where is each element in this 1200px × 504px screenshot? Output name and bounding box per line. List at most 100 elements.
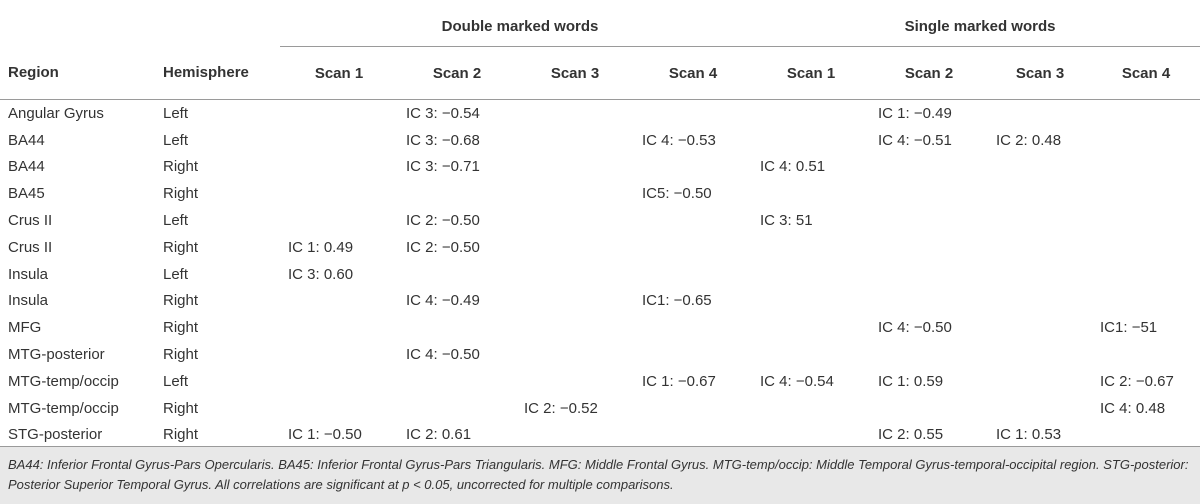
column-header-region: Region xyxy=(0,46,155,100)
table-cell: MTG-temp/occip xyxy=(8,372,119,390)
table-cell xyxy=(1092,261,1200,288)
table-cell xyxy=(516,261,634,288)
table-cell xyxy=(988,180,1092,207)
table-cell: Left xyxy=(163,265,189,283)
table-cell: Crus II xyxy=(8,238,53,256)
table-cell xyxy=(280,368,398,395)
table-cell: IC 2: 0.61 xyxy=(406,426,472,444)
table-cell xyxy=(752,314,870,341)
table-cell: IC 4: −0.49 xyxy=(406,292,480,310)
table-cell xyxy=(280,314,398,341)
table-cell: IC 1: −0.67 xyxy=(642,372,716,390)
table-row: Crus II Left IC 2: −0.50 IC 3: 51 xyxy=(0,207,1200,234)
table-cell: IC 1: 0.59 xyxy=(878,372,944,390)
table-cell xyxy=(398,180,516,207)
table-cell: IC 3: 51 xyxy=(760,212,813,230)
table-cell xyxy=(398,395,516,422)
table-cell: IC 3: −0.71 xyxy=(406,158,480,176)
table-cell: Right xyxy=(163,399,199,417)
table-row: MTG-temp/occip Left IC 1: −0.67 IC 4: −0.54… xyxy=(0,368,1200,395)
table-cell: Right xyxy=(163,292,199,310)
table-cell xyxy=(280,395,398,422)
table-cell xyxy=(988,395,1092,422)
table-cell xyxy=(280,288,398,315)
table-cell xyxy=(752,100,870,127)
column-header-single-scan-2: Scan 2 xyxy=(870,46,989,100)
table-cell xyxy=(634,422,752,449)
table-cell xyxy=(516,180,634,207)
table-cell: IC 4: −0.50 xyxy=(406,346,480,364)
table-cell xyxy=(634,100,752,127)
table-cell: Insula xyxy=(8,292,49,310)
table-cell: Right xyxy=(163,185,199,203)
table-cell: Right xyxy=(163,158,199,176)
table-row: Insula Right IC 4: −0.49 IC1: −0.65 xyxy=(0,288,1200,315)
table-cell xyxy=(398,314,516,341)
table-cell: IC 4: −0.50 xyxy=(878,319,952,337)
table-cell: BA44 xyxy=(8,158,45,176)
table-cell xyxy=(752,127,870,154)
table-cell xyxy=(752,341,870,368)
column-header-row: Region Hemisphere Scan 1 Scan 2 Scan 3 S… xyxy=(0,46,1200,100)
table-cell xyxy=(752,261,870,288)
table-cell: IC 4: −0.54 xyxy=(760,372,834,390)
table-cell: IC 1: −0.49 xyxy=(878,104,952,122)
table-cell: IC 4: −0.51 xyxy=(878,131,952,149)
column-header-double-scan-4: Scan 4 xyxy=(634,46,753,100)
table-cell: IC 1: −0.50 xyxy=(288,426,362,444)
table-cell: IC 4: 0.51 xyxy=(760,158,826,176)
table-cell: Right xyxy=(163,346,199,364)
table-cell xyxy=(1092,341,1200,368)
column-header-single-scan-3: Scan 3 xyxy=(988,46,1093,100)
table-cell: MTG-temp/occip xyxy=(8,399,119,417)
table-cell xyxy=(1092,207,1200,234)
table-cell xyxy=(1092,288,1200,315)
table-cell xyxy=(752,234,870,261)
table-cell: Right xyxy=(163,426,199,444)
table-cell xyxy=(516,154,634,181)
table-cell: IC1: −51 xyxy=(1100,319,1158,337)
table-cell xyxy=(1092,154,1200,181)
table-cell xyxy=(280,341,398,368)
table-cell xyxy=(988,154,1092,181)
table-row: Crus II Right IC 1: 0.49 IC 2: −0.50 xyxy=(0,234,1200,261)
table-cell xyxy=(634,207,752,234)
column-header-single-scan-4: Scan 4 xyxy=(1092,46,1200,100)
column-header-single-scan-1: Scan 1 xyxy=(752,46,871,100)
table-cell xyxy=(516,207,634,234)
table-cell: IC1: −0.65 xyxy=(642,292,712,310)
table-cell: IC 2: 0.55 xyxy=(878,426,944,444)
table-cell xyxy=(1092,180,1200,207)
table-cell xyxy=(752,422,870,449)
table-cell: Angular Gyrus xyxy=(8,104,104,122)
table-cell xyxy=(516,288,634,315)
table-cell: IC 4: −0.53 xyxy=(642,131,716,149)
table-cell xyxy=(870,341,988,368)
table-row: BA44 Left IC 3: −0.68 IC 4: −0.53 IC 4: −0.5… xyxy=(0,127,1200,154)
table-cell xyxy=(634,261,752,288)
table-cell xyxy=(988,368,1092,395)
column-header-double-scan-3: Scan 3 xyxy=(516,46,634,100)
column-header-double-scan-1: Scan 1 xyxy=(280,46,398,100)
table-cell xyxy=(1092,234,1200,261)
table-body: Angular Gyrus Left IC 3: −0.54 IC 1: −0.49 B… xyxy=(0,100,1200,449)
table-cell: IC 1: 0.53 xyxy=(996,426,1062,444)
table-cell: IC 3: −0.68 xyxy=(406,131,480,149)
table-cell xyxy=(634,314,752,341)
table-cell xyxy=(516,234,634,261)
table-cell: IC 2: −0.50 xyxy=(406,212,480,230)
table-cell xyxy=(516,127,634,154)
table-cell xyxy=(516,368,634,395)
table-cell xyxy=(870,154,988,181)
table-cell: IC 3: 0.60 xyxy=(288,265,354,283)
table-cell: Right xyxy=(163,319,199,337)
table-cell xyxy=(752,180,870,207)
table-row: Angular Gyrus Left IC 3: −0.54 IC 1: −0.49 xyxy=(0,100,1200,127)
table-cell xyxy=(280,127,398,154)
table-cell xyxy=(752,395,870,422)
table-cell xyxy=(280,207,398,234)
table-cell: IC 3: −0.54 xyxy=(406,104,480,122)
table-cell: IC 4: 0.48 xyxy=(1100,399,1166,417)
table-cell: Crus II xyxy=(8,212,53,230)
